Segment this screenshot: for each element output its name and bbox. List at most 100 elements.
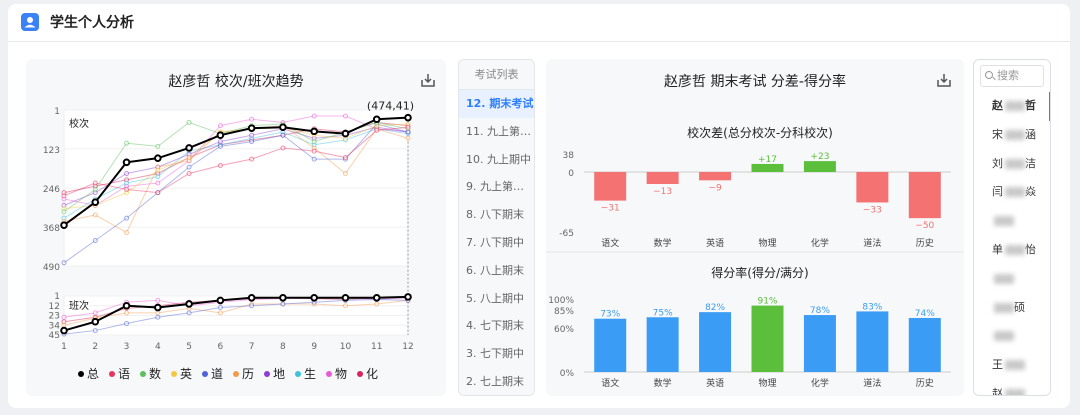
legend-item[interactable]: 生	[295, 367, 316, 381]
student-item[interactable]	[974, 265, 1050, 294]
school-series-point[interactable]	[341, 129, 350, 138]
class-series-point[interactable]	[122, 301, 131, 310]
school-series-point[interactable]	[92, 212, 98, 218]
school-series-point[interactable]	[124, 186, 130, 192]
class-series-point[interactable]	[374, 301, 380, 307]
school-series-point[interactable]	[217, 139, 223, 145]
legend-item[interactable]: 英	[171, 367, 192, 381]
exam-item[interactable]: 9. 九上第一...	[466, 180, 534, 194]
rate-bar[interactable]	[594, 318, 627, 372]
legend-item[interactable]: 总	[78, 367, 99, 381]
school-series-point[interactable]	[91, 198, 100, 206]
school-series-point[interactable]	[311, 156, 317, 162]
school-series-point[interactable]	[342, 155, 348, 161]
student-item[interactable]: 宋涵	[974, 121, 1050, 150]
school-series-point[interactable]	[124, 230, 130, 236]
school-series-point[interactable]	[61, 209, 67, 215]
school-series-point[interactable]	[155, 190, 161, 196]
class-series-point[interactable]	[279, 293, 287, 302]
student-item[interactable]: 王	[974, 351, 1050, 380]
school-series-point[interactable]	[311, 139, 317, 145]
class-series-point[interactable]	[124, 320, 130, 326]
diff-bar[interactable]	[751, 163, 784, 172]
school-series-point[interactable]	[155, 174, 161, 180]
class-series-point[interactable]	[280, 301, 286, 307]
student-item[interactable]: 赵	[974, 380, 1050, 395]
rate-bar[interactable]	[908, 317, 941, 372]
class-series-point[interactable]	[342, 303, 348, 309]
school-series-point[interactable]	[124, 215, 130, 221]
school-series-point[interactable]	[124, 170, 130, 176]
school-series-point[interactable]	[186, 164, 192, 170]
student-item[interactable]	[974, 322, 1050, 351]
exam-item[interactable]: 7. 八下期中	[466, 235, 524, 249]
student-item[interactable]: 硕	[974, 294, 1050, 323]
download-icon[interactable]	[419, 71, 437, 89]
school-series-point[interactable]	[92, 237, 98, 243]
exam-item[interactable]: 5. 八上期中	[466, 291, 524, 305]
exam-item[interactable]: 8. 八下期末	[466, 208, 524, 222]
school-series-point[interactable]	[249, 139, 255, 145]
search-box[interactable]	[980, 65, 1044, 87]
student-item[interactable]	[974, 207, 1050, 236]
class-series-point[interactable]	[247, 293, 256, 302]
class-series-point[interactable]	[155, 314, 161, 320]
student-item[interactable]: 刘洁	[974, 150, 1050, 179]
school-series-point[interactable]	[60, 221, 68, 229]
class-series-point[interactable]	[372, 293, 381, 302]
school-series-point[interactable]	[311, 113, 317, 119]
legend-item[interactable]: 道	[202, 367, 223, 381]
school-series-point[interactable]	[216, 131, 225, 140]
school-series-point[interactable]	[217, 143, 223, 149]
download-icon[interactable]	[935, 71, 953, 89]
rate-bar[interactable]	[699, 312, 732, 372]
school-series-point[interactable]	[186, 155, 192, 161]
diff-bar[interactable]	[908, 172, 941, 219]
school-series-point[interactable]	[217, 123, 223, 129]
exam-item[interactable]: 10. 九上期中	[466, 152, 531, 166]
class-series-point[interactable]	[91, 317, 100, 326]
class-series-point[interactable]	[155, 297, 161, 303]
legend-item[interactable]: 数	[140, 366, 161, 381]
class-series-point[interactable]	[341, 293, 350, 302]
school-series-point[interactable]	[61, 193, 67, 199]
exam-item[interactable]: 2. 七上期末	[466, 374, 524, 388]
school-series-point[interactable]	[311, 148, 317, 154]
class-series-point[interactable]	[216, 296, 225, 305]
class-series-point[interactable]	[92, 310, 98, 316]
class-series-point[interactable]	[61, 314, 67, 320]
rate-bar[interactable]	[751, 305, 784, 372]
diff-bar[interactable]	[646, 172, 679, 184]
school-series-point[interactable]	[280, 132, 286, 138]
school-series-point[interactable]	[372, 115, 381, 124]
school-series-point[interactable]	[155, 167, 161, 173]
class-series-point[interactable]	[155, 310, 161, 316]
school-series-point[interactable]	[154, 154, 162, 162]
school-series-point[interactable]	[186, 170, 192, 176]
school-series-point[interactable]	[155, 143, 161, 149]
class-series-point[interactable]	[92, 328, 98, 334]
school-series-point[interactable]	[124, 180, 130, 186]
exam-item[interactable]: 11. 九上第二...	[466, 124, 534, 138]
school-series-point[interactable]	[124, 140, 130, 146]
school-series-point[interactable]	[61, 260, 67, 266]
rate-bar[interactable]	[856, 311, 889, 372]
exam-item[interactable]: 4. 七下期末	[466, 319, 524, 333]
exam-item[interactable]: 12. 期末考试	[459, 90, 534, 118]
school-series-point[interactable]	[404, 113, 412, 122]
school-series-point[interactable]	[217, 163, 223, 169]
school-series-point[interactable]	[342, 113, 348, 119]
school-series-point[interactable]	[92, 186, 98, 192]
school-series-point[interactable]	[405, 135, 411, 141]
class-series-point[interactable]	[185, 300, 193, 308]
legend-item[interactable]: 语	[109, 367, 130, 381]
school-series-point[interactable]	[249, 116, 255, 122]
legend-item[interactable]: 化	[357, 367, 378, 381]
school-series-point[interactable]	[310, 127, 318, 136]
student-item[interactable]: 赵哲	[974, 92, 1050, 121]
diff-bar[interactable]	[594, 172, 627, 201]
school-series-point[interactable]	[249, 132, 255, 138]
school-series-point[interactable]	[186, 119, 192, 125]
legend-item[interactable]: 物	[326, 367, 347, 381]
exam-item[interactable]: 3. 七下期中	[466, 347, 524, 361]
